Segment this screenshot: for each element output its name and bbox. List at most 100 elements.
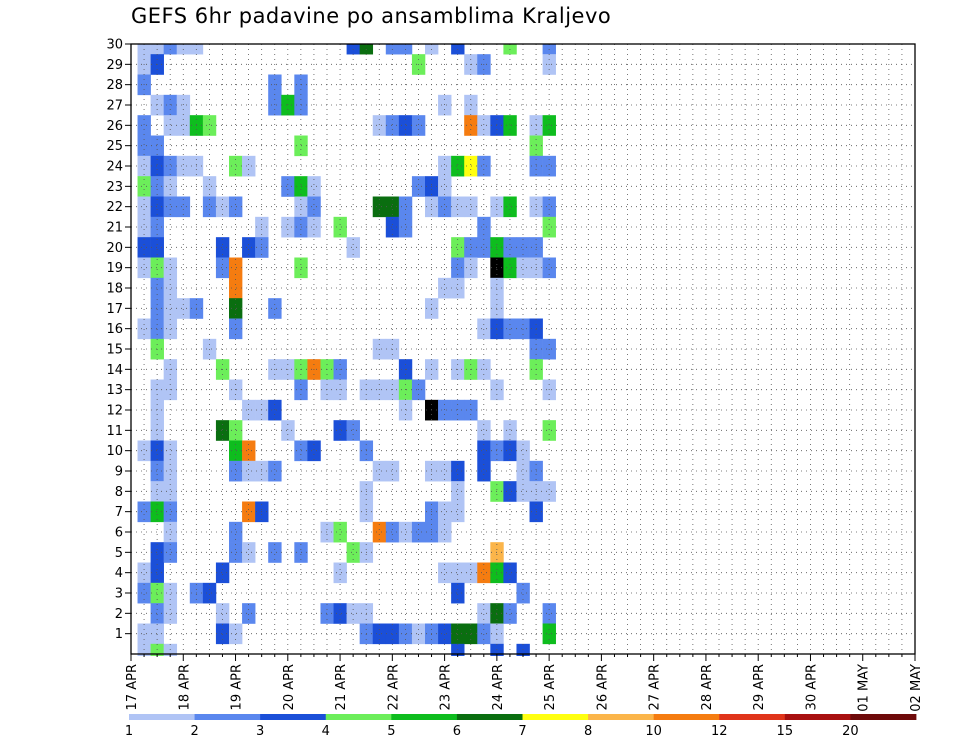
data-cell [464,257,478,279]
data-cell [137,196,151,218]
data-cell [150,298,164,319]
data-cell [542,481,556,502]
data-cell [503,603,517,624]
data-cell [477,216,491,238]
data-cell [372,623,387,645]
data-cell [516,318,530,340]
data-cell [281,176,295,197]
colorbar-label: 4 [322,724,330,739]
colorbar-swatch [850,714,917,720]
data-cell [346,420,360,441]
y-tick-label: 1 [115,627,123,642]
data-cell [163,603,178,624]
data-cell [137,135,151,157]
data-cell [268,460,282,482]
data-cell [451,237,465,258]
data-cell [268,298,282,319]
data-cell [137,115,151,136]
colorbar-swatch [260,714,327,720]
data-cell [477,603,491,624]
data-cell [307,216,321,238]
data-cell [229,277,243,299]
y-tick-label: 26 [106,119,123,134]
data-cell [451,501,465,523]
data-cell [163,318,178,340]
x-tick-label: 17 APR [125,664,140,710]
data-cell [438,501,452,523]
data-cell [242,237,256,258]
data-cell [229,521,243,543]
colorbar-label: 20 [842,724,859,739]
colorbar-label: 7 [518,724,526,739]
data-cell [137,216,151,238]
y-tick-label: 17 [106,302,123,317]
data-cell [320,521,334,543]
data-cell [215,562,230,584]
data-cell [346,237,360,258]
data-cell [503,115,517,136]
colorbar: 1 2 3 4 5 6 7 8 10 12 15 20 [125,714,917,739]
y-tick-label: 25 [106,139,123,154]
data-cell [464,562,478,584]
data-cell [385,196,400,218]
data-cell [242,501,256,523]
y-axis: 1234567891011121314151617181920212223242… [106,38,131,642]
data-cell [490,115,504,136]
data-cell [215,623,230,645]
colorbar-label: 3 [256,724,264,739]
x-tick-label: 24 APR [491,664,506,710]
data-cell [398,115,413,136]
colorbar-swatch [456,714,523,720]
data-cell [150,237,164,258]
data-cell [307,176,321,197]
data-cell [542,420,556,441]
data-cell [242,542,256,563]
data-cell [464,399,478,421]
colorbar-swatch [719,714,786,720]
data-cell [163,277,178,299]
data-cell [490,562,504,584]
colorbar-label: 15 [777,724,794,739]
data-cell [542,196,556,218]
data-cell [163,115,178,136]
x-tick-label: 20 APR [282,664,297,710]
data-cell [438,94,452,116]
data-cell [542,257,556,279]
data-cell [385,460,400,482]
data-cell [333,562,347,584]
colorbar-label: 2 [190,724,198,739]
y-tick-label: 15 [106,343,123,358]
data-cell [490,603,504,624]
data-cell [477,115,491,136]
data-cell [137,155,151,177]
data-cell [150,196,164,218]
data-cell [150,318,164,340]
data-cell [150,481,164,502]
data-cell [477,237,491,258]
data-cell [281,94,295,116]
data-cell [372,196,387,218]
data-cell [163,298,178,319]
data-cell [176,155,191,177]
data-cell [150,501,164,523]
y-tick-label: 18 [106,282,123,297]
data-cell [411,623,426,645]
y-tick-label: 27 [106,99,123,114]
data-cell [451,481,465,502]
data-cell [150,562,164,584]
data-cell [503,440,517,462]
data-cell [438,155,452,177]
data-cell [438,562,452,584]
chart-title: GEFS 6hr padavine po ansamblima Kraljevo [131,4,612,28]
data-cell [464,196,478,218]
data-cell [477,318,491,340]
data-cell [163,196,178,218]
y-tick-label: 3 [115,587,123,602]
colorbar-label: 8 [584,724,592,739]
data-cell [503,318,517,340]
data-cell [451,257,465,279]
data-cell [438,176,452,197]
data-cell [516,440,530,462]
data-cell [137,440,151,462]
